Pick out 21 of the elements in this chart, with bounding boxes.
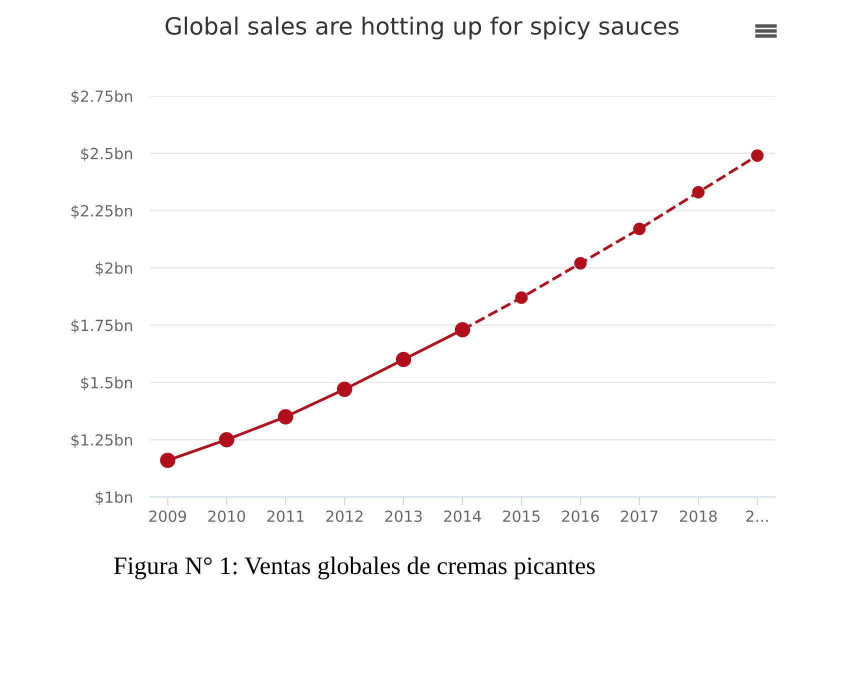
x-tick-label: 2017 [621, 510, 658, 522]
y-tick-label: $2.5bn [81, 147, 132, 162]
x-tick-label: 2013 [385, 510, 422, 522]
y-tick-label: $1.25bn [71, 434, 132, 448]
y-tick-label: $1bn [96, 491, 132, 506]
y-tick-label: $1.75bn [71, 319, 132, 334]
x-tick-label: 2015 [503, 510, 540, 522]
chart-title: Global sales are hotting up for spicy sauces [166, 16, 679, 40]
x-tick-label: 2012 [326, 510, 362, 522]
y-tick-label: $2bn [96, 262, 132, 276]
x-tick-label: 2011 [267, 510, 304, 522]
text: Figura N° 1: Ventas globales de cremas picantes [114, 556, 595, 580]
x-tick-label: 2014 [444, 510, 482, 522]
x-tick-label: 2018 [680, 510, 717, 522]
x-tick-label: 2009 [149, 510, 186, 522]
y-tick-label: $1.5bn [81, 376, 132, 390]
x-tick-label: 2... [746, 510, 768, 522]
y-tick-label: $2.25bn [71, 204, 132, 219]
x-tick-label: 2016 [562, 510, 599, 522]
x-tick-label: 2010 [208, 510, 246, 522]
y-tick-label: $2.75bn [71, 90, 132, 104]
